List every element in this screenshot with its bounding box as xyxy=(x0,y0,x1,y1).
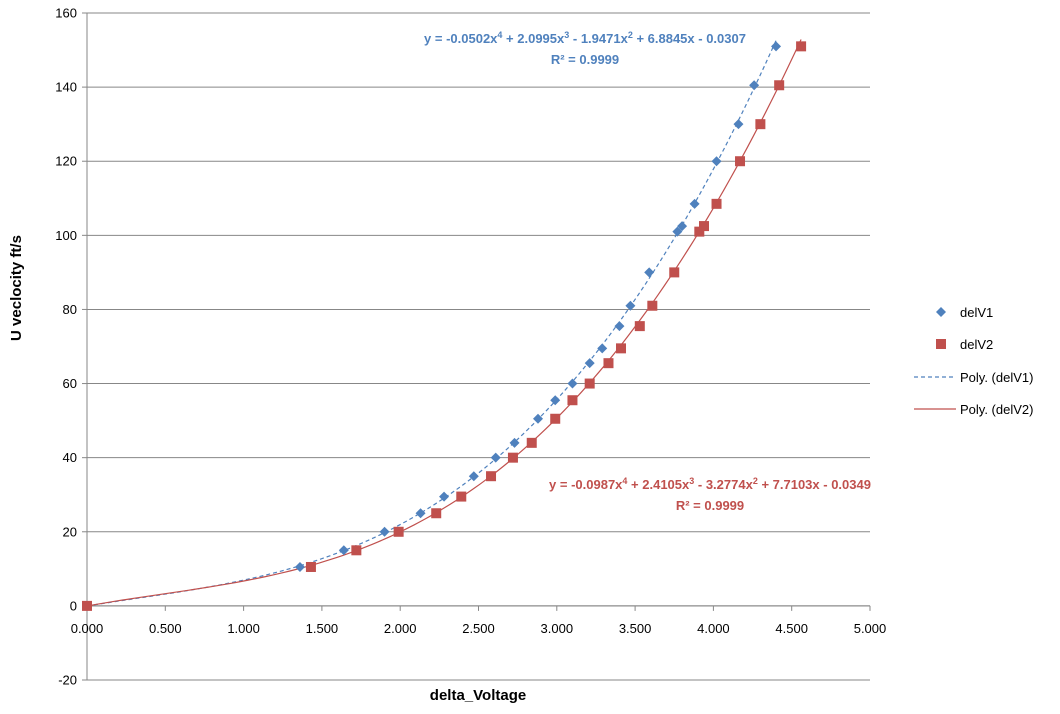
data-point-delV2 xyxy=(456,492,466,502)
data-point-delV2 xyxy=(394,527,404,537)
data-point-delV2 xyxy=(486,471,496,481)
data-point-delV2 xyxy=(351,545,361,555)
x-axis-title: delta_Voltage xyxy=(430,687,526,704)
data-point-delV2 xyxy=(669,267,679,277)
data-point-delV1 xyxy=(644,267,654,277)
data-point-delV1 xyxy=(690,199,700,209)
data-point-delV1 xyxy=(597,343,607,353)
x-tick-label: 4.000 xyxy=(697,621,730,636)
data-point-delV1 xyxy=(733,119,743,129)
x-tick-label: 1.500 xyxy=(306,621,339,636)
trendline-delV1 xyxy=(87,40,776,606)
data-point-delV2 xyxy=(567,395,577,405)
y-tick-label: -20 xyxy=(58,673,77,688)
data-point-delV2 xyxy=(508,453,518,463)
trendline-delV2 xyxy=(87,39,801,606)
y-tick-label: 140 xyxy=(55,80,77,95)
data-point-delV1 xyxy=(295,562,305,572)
data-point-delV1 xyxy=(771,41,781,51)
trendline-equation-delV2: y = -0.0987x4 + 2.4105x3 - 3.2774x2 + 7.… xyxy=(549,476,871,492)
x-tick-label: 4.500 xyxy=(775,621,808,636)
x-tick-label: 5.000 xyxy=(854,621,887,636)
data-point-delV2 xyxy=(550,414,560,424)
data-point-delV2 xyxy=(712,199,722,209)
data-point-delV2 xyxy=(585,379,595,389)
data-point-delV1 xyxy=(614,321,624,331)
x-tick-label: 2.000 xyxy=(384,621,417,636)
trendline-equation-delV1: y = -0.0502x4 + 2.0995x3 - 1.9471x2 + 6.… xyxy=(424,30,746,46)
data-point-delV2 xyxy=(603,358,613,368)
legend-label-poly-delV1: Poly. (delV1) xyxy=(960,370,1033,385)
gridlines xyxy=(87,13,870,680)
x-tick-label: 3.000 xyxy=(541,621,574,636)
legend-marker-delV1 xyxy=(936,307,946,317)
data-point-delV2 xyxy=(635,321,645,331)
y-tick-label: 60 xyxy=(63,376,77,391)
legend-marker-delV2 xyxy=(936,339,946,349)
y-tick-label: 40 xyxy=(63,450,77,465)
trendlines xyxy=(87,39,801,606)
data-point-delV2 xyxy=(735,156,745,166)
y-tick-label: 80 xyxy=(63,302,77,317)
trendline-r-squared-delV1: R² = 0.9999 xyxy=(551,52,619,67)
data-point-delV2 xyxy=(431,508,441,518)
tick-labels: -20 0 20 40 60 80 100 120 140 160 0.000 0.500 1.000 1… xyxy=(55,6,886,688)
data-point-delV1 xyxy=(567,379,577,389)
y-axis-title: U veclocity ft/s xyxy=(8,235,25,341)
data-point-delV1 xyxy=(416,508,426,518)
data-point-delV2 xyxy=(796,41,806,51)
y-tick-label: 160 xyxy=(55,6,77,21)
x-tick-label: 0.500 xyxy=(149,621,182,636)
y-tick-label: 0 xyxy=(70,598,77,613)
data-point-delV1 xyxy=(380,527,390,537)
trendline-r-squared-delV2: R² = 0.9999 xyxy=(676,498,744,513)
data-point-delV2 xyxy=(699,221,709,231)
data-point-delV2 xyxy=(616,343,626,353)
data-points xyxy=(82,41,806,611)
legend-label-delV2: delV2 xyxy=(960,337,993,352)
x-tick-label: 1.000 xyxy=(227,621,260,636)
data-point-delV2 xyxy=(755,119,765,129)
legend: delV1 delV2 Poly. (delV1) Poly. (delV2) xyxy=(914,305,1033,417)
x-tick-label: 3.500 xyxy=(619,621,652,636)
data-point-delV1 xyxy=(550,395,560,405)
x-tick-label: 0.000 xyxy=(71,621,104,636)
data-point-delV1 xyxy=(585,358,595,368)
legend-label-delV1: delV1 xyxy=(960,305,993,320)
data-point-delV2 xyxy=(306,562,316,572)
data-point-delV2 xyxy=(527,438,537,448)
x-tick-label: 2.500 xyxy=(462,621,495,636)
axes xyxy=(82,13,870,680)
y-tick-label: 120 xyxy=(55,154,77,169)
y-tick-label: 20 xyxy=(63,524,77,539)
data-point-delV2 xyxy=(647,301,657,311)
data-point-delV2 xyxy=(774,80,784,90)
data-point-delV2 xyxy=(82,601,92,611)
y-tick-label: 100 xyxy=(55,228,77,243)
legend-label-poly-delV2: Poly. (delV2) xyxy=(960,402,1033,417)
